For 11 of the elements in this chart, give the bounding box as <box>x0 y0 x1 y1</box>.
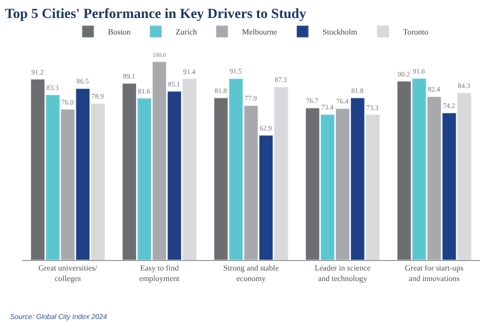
legend-label: Melbourne <box>242 28 278 37</box>
legend-label: Boston <box>108 28 131 37</box>
x-tick-label: Strong and stable economy <box>223 264 280 283</box>
legend-label: Toronto <box>402 28 428 37</box>
x-tick-label: Leader in science and technology <box>314 264 372 283</box>
legend-label: Stockholm <box>322 28 358 37</box>
legend-label: Zurich <box>176 28 197 37</box>
x-tick-label: Easy to find employment <box>139 264 180 283</box>
x-tick-label: Great universities/ colleges <box>38 264 98 283</box>
chart-title: Top 5 Cities' Performance in Key Drivers to Study <box>4 6 306 22</box>
x-tick-label: Great for start-ups and innovations <box>404 264 464 283</box>
